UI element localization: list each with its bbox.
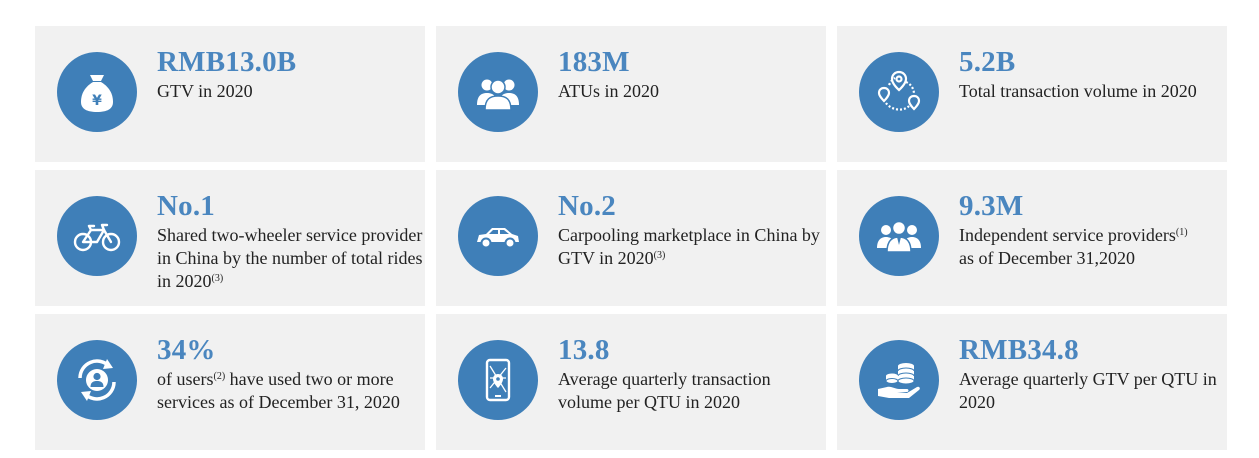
stat-value: No.1	[157, 190, 215, 222]
stat-card-carpooling: No.2 Carpooling marketplace in China by …	[436, 170, 826, 306]
stat-card-gtv: ¥ RMB13.0B GTV in 2020	[35, 26, 425, 162]
stat-description: ATUs in 2020	[558, 81, 660, 101]
stat-description: Independent service providers(1) as of De…	[959, 224, 1225, 270]
stat-value: RMB13.0B	[157, 46, 297, 78]
stat-card-atus: 183M ATUs in 2020	[436, 26, 826, 162]
stat-value: 13.8	[558, 334, 610, 366]
service-providers-icon	[859, 196, 939, 276]
stat-card-transaction-volume: 5.2B Total transaction volume in 2020	[837, 26, 1227, 162]
stat-description: Average quarterly transaction volume per…	[558, 369, 771, 412]
stat-description: GTV in 2020	[157, 81, 253, 101]
stat-value: RMB34.8	[959, 334, 1079, 366]
car-icon	[458, 196, 538, 276]
stat-card-multi-service-users: 34% of users(2) have used two or more se…	[35, 314, 425, 450]
stats-grid: ¥ RMB13.0B GTV in 2020 183M ATUs in 2020	[35, 26, 1227, 450]
phone-map-icon	[458, 340, 538, 420]
stat-card-service-providers: 9.3M Independent service providers(1) as …	[837, 170, 1227, 306]
stat-description: Shared two-wheeler service provider in C…	[157, 224, 423, 293]
money-bag-icon: ¥	[57, 52, 137, 132]
stat-description-text: as of December 31,2020	[959, 248, 1135, 268]
coins-hand-icon	[859, 340, 939, 420]
svg-text:¥: ¥	[92, 93, 102, 109]
stat-description: Average quarterly GTV per QTU in 2020	[959, 369, 1217, 412]
footnote-ref: (2)	[213, 371, 226, 382]
location-route-icon	[859, 52, 939, 132]
stat-description: Carpooling marketplace in China by GTV i…	[558, 224, 824, 270]
stat-value: No.2	[558, 190, 616, 222]
stat-description: Total transaction volume in 2020	[959, 81, 1197, 101]
footnote-ref: (3)	[653, 250, 666, 261]
stat-card-two-wheeler: No.1 Shared two-wheeler service provider…	[35, 170, 425, 306]
stat-description-text: have used two or more services as of Dec…	[157, 369, 400, 412]
bicycle-icon	[57, 196, 137, 276]
stat-value: 183M	[558, 46, 630, 78]
users-group-icon	[458, 52, 538, 132]
stat-description-text: Independent service providers	[959, 225, 1176, 245]
stat-value: 9.3M	[959, 190, 1024, 222]
stat-value: 5.2B	[959, 46, 1016, 78]
stat-card-transactions-per-qtu: 13.8 Average quarterly transaction volum…	[436, 314, 826, 450]
stat-description-text: of users	[157, 369, 214, 389]
stat-value: 34%	[157, 334, 216, 366]
footnote-ref: (1)	[1175, 227, 1188, 238]
user-cycle-icon	[57, 340, 137, 420]
footnote-ref: (3)	[211, 273, 224, 284]
stat-description: of users(2) have used two or more servic…	[157, 368, 423, 414]
stat-card-gtv-per-qtu: RMB34.8 Average quarterly GTV per QTU in…	[837, 314, 1227, 450]
stat-description-text: Carpooling marketplace in China by GTV i…	[558, 225, 820, 268]
stat-description-text: Shared two-wheeler service provider in C…	[157, 225, 423, 291]
